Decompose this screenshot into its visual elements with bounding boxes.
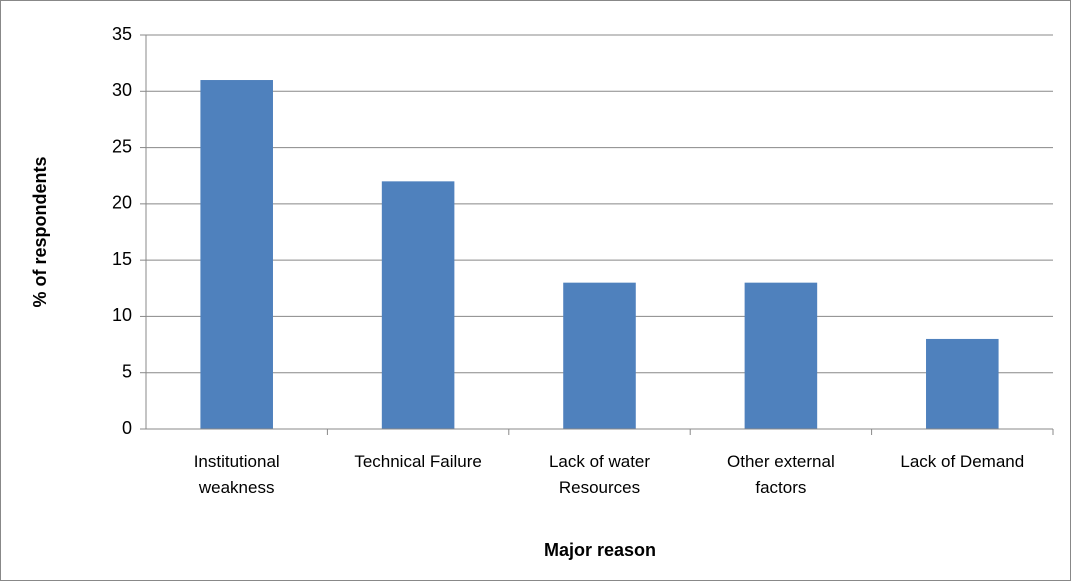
bar bbox=[381, 181, 455, 429]
y-tick-label: 15 bbox=[112, 249, 132, 269]
y-tick-label: 10 bbox=[112, 305, 132, 325]
y-axis-title: % of respondents bbox=[30, 156, 50, 307]
y-tick-label: 0 bbox=[122, 418, 132, 438]
bar bbox=[563, 282, 636, 429]
bar bbox=[926, 338, 999, 429]
y-tick-label: 30 bbox=[112, 80, 132, 100]
y-tick-label: 20 bbox=[112, 193, 132, 213]
y-tick-label: 35 bbox=[112, 24, 132, 44]
bar bbox=[744, 282, 818, 429]
x-tick-label: Lack of Demand bbox=[900, 452, 1025, 471]
x-tick-label: Technical Failure bbox=[354, 452, 482, 471]
bar bbox=[200, 80, 273, 430]
x-tick-label: Other external factors bbox=[727, 452, 835, 497]
y-tick-label: 5 bbox=[122, 361, 132, 381]
x-tick-label: Institutional weakness bbox=[193, 452, 280, 497]
x-tick-label: Lack of water Resources bbox=[548, 452, 651, 497]
x-axis-title: Major reason bbox=[544, 540, 656, 560]
y-tick-label: 25 bbox=[112, 136, 132, 156]
